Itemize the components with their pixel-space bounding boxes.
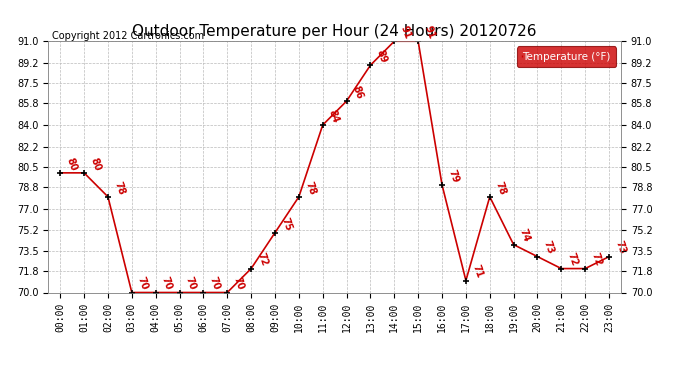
Text: 70: 70: [208, 276, 221, 292]
Text: 75: 75: [279, 216, 293, 232]
Text: 70: 70: [160, 276, 174, 292]
Text: 73: 73: [613, 240, 627, 256]
Text: 80: 80: [64, 156, 79, 172]
Text: 71: 71: [470, 264, 484, 280]
Text: 72: 72: [566, 252, 580, 268]
Text: 78: 78: [112, 180, 126, 196]
Text: 70: 70: [184, 276, 198, 292]
Text: 91: 91: [422, 24, 436, 40]
Text: 84: 84: [327, 108, 341, 124]
Text: 80: 80: [88, 156, 102, 172]
Text: 78: 78: [303, 180, 317, 196]
Text: 86: 86: [351, 84, 365, 100]
Text: 73: 73: [542, 240, 555, 256]
Text: 79: 79: [446, 168, 460, 184]
Text: 89: 89: [375, 48, 388, 64]
Text: 78: 78: [494, 180, 508, 196]
Text: 72: 72: [589, 252, 603, 268]
Text: Copyright 2012 Cartronics.com: Copyright 2012 Cartronics.com: [52, 32, 204, 41]
Title: Outdoor Temperature per Hour (24 Hours) 20120726: Outdoor Temperature per Hour (24 Hours) …: [132, 24, 537, 39]
Text: 74: 74: [518, 228, 532, 244]
Text: 70: 70: [231, 276, 246, 292]
Legend: Temperature (°F): Temperature (°F): [517, 46, 615, 67]
Text: 70: 70: [136, 276, 150, 292]
Text: 72: 72: [255, 252, 269, 268]
Text: 91: 91: [398, 24, 413, 40]
